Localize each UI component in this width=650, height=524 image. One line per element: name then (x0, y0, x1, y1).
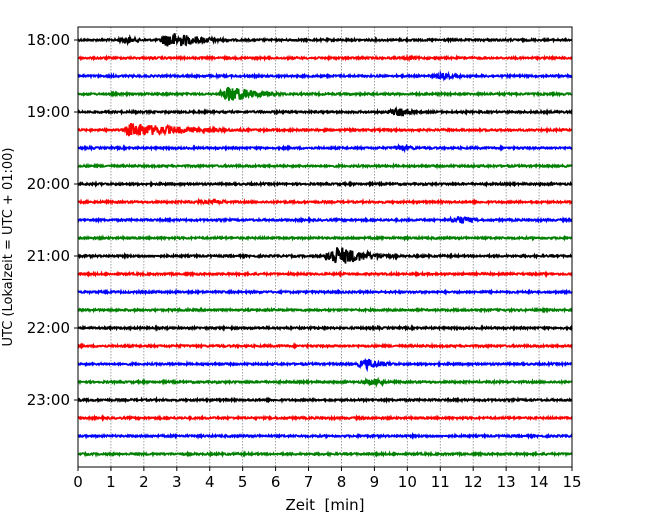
trace-line (77, 86, 573, 101)
trace-line (77, 122, 573, 137)
trace-line (77, 179, 573, 188)
y-tick-label: 20:00 (27, 175, 70, 193)
x-tick-label: 6 (271, 473, 281, 491)
x-tick-label: 8 (337, 473, 347, 491)
x-axis-ticks: 0 1 2 3 4 5 6 7 8 9 10 11 12 13 14 15 (73, 467, 582, 491)
y-tick-label: 18:00 (27, 31, 70, 49)
x-tick-label: 10 (398, 473, 417, 491)
trace-line (77, 197, 573, 206)
x-tick-label: 9 (370, 473, 380, 491)
trace-line (77, 106, 573, 117)
trace-line (77, 270, 573, 279)
y-tick-label: 19:00 (27, 103, 70, 121)
x-tick-label: 5 (238, 473, 248, 491)
x-tick-label: 2 (139, 473, 149, 491)
trace-line (77, 32, 573, 47)
x-tick-label: 12 (464, 473, 483, 491)
trace-line (77, 53, 573, 63)
x-tick-label: 0 (73, 473, 83, 491)
x-tick-label: 4 (205, 473, 215, 491)
trace-line (77, 341, 573, 350)
y-tick-label: 23:00 (27, 391, 70, 409)
x-tick-label: 14 (530, 473, 549, 491)
y-tick-label: 22:00 (27, 319, 70, 337)
seismic-traces (77, 32, 573, 458)
trace-line (77, 288, 573, 296)
trace-line (77, 450, 573, 458)
trace-line (77, 414, 573, 423)
trace-line (77, 357, 573, 373)
trace-line (77, 143, 573, 154)
x-tick-label: 7 (304, 473, 314, 491)
trace-line (77, 431, 573, 441)
trace-line (77, 161, 573, 170)
x-tick-label: 11 (431, 473, 450, 491)
trace-line (77, 324, 573, 332)
trace-line (77, 395, 573, 404)
y-tick-label: 21:00 (27, 247, 70, 265)
grid-lines (110, 27, 540, 467)
y-axis-ticks: 18:00 19:00 20:00 21:00 22:00 23:00 (27, 31, 78, 409)
x-tick-label: 3 (172, 473, 182, 491)
x-tick-label: 13 (497, 473, 516, 491)
trace-line (77, 306, 573, 314)
x-tick-label: 15 (562, 473, 581, 491)
plot-frame (77, 26, 573, 468)
trace-line (77, 234, 573, 242)
trace-line (77, 247, 573, 264)
trace-line (77, 376, 573, 389)
trace-line (77, 69, 573, 82)
x-axis-label: Zeit [min] (285, 496, 364, 514)
y-axis-label: UTC (Lokalzeit = UTC + 01:00) (1, 148, 16, 347)
x-tick-label: 1 (106, 473, 116, 491)
trace-line (77, 215, 573, 225)
